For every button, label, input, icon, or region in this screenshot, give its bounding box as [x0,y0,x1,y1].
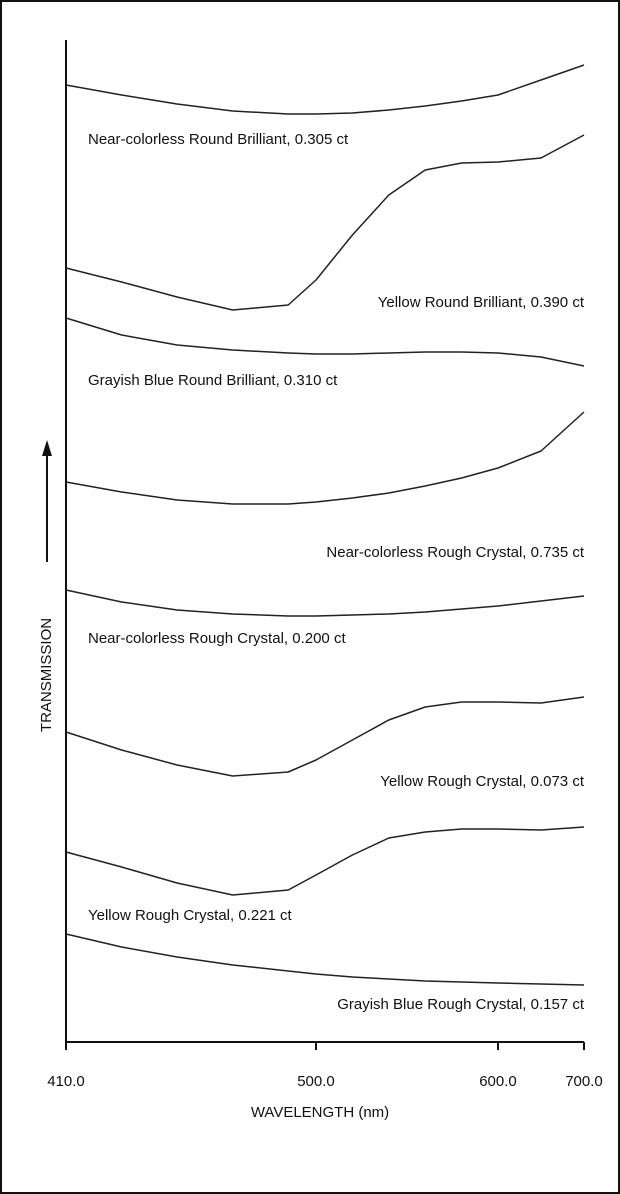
series-label: Yellow Rough Crystal, 0.073 ct [380,773,585,790]
series-label: Yellow Rough Crystal, 0.221 ct [88,907,293,924]
spectrum-line [65,317,585,367]
series-label: Grayish Blue Round Brilliant, 0.310 ct [88,372,338,389]
series-label: Near-colorless Round Brilliant, 0.305 ct [88,131,349,148]
y-axis-label: TRANSMISSION [38,618,55,732]
spectrum-line [65,826,585,896]
series-label: Yellow Round Brilliant, 0.390 ct [378,294,585,311]
x-tick-label: 410.0 [47,1073,85,1090]
spectrum-line [65,696,585,777]
series-label: Near-colorless Rough Crystal, 0.735 ct [326,544,584,561]
spectrum-line [65,134,585,311]
series-label: Near-colorless Rough Crystal, 0.200 ct [88,630,346,647]
spectrum-line [65,64,585,115]
x-tick-label: 700.0 [565,1073,603,1090]
x-tick-label: 500.0 [297,1073,335,1090]
spectrum-line [65,589,585,617]
x-tick-label: 600.0 [479,1073,517,1090]
series-label: Grayish Blue Rough Crystal, 0.157 ct [337,996,585,1013]
spectrum-line [65,411,585,505]
x-axis-label: WAVELENGTH (nm) [251,1104,389,1121]
y-arrow-head [42,440,52,456]
spectrum-line [65,933,585,986]
